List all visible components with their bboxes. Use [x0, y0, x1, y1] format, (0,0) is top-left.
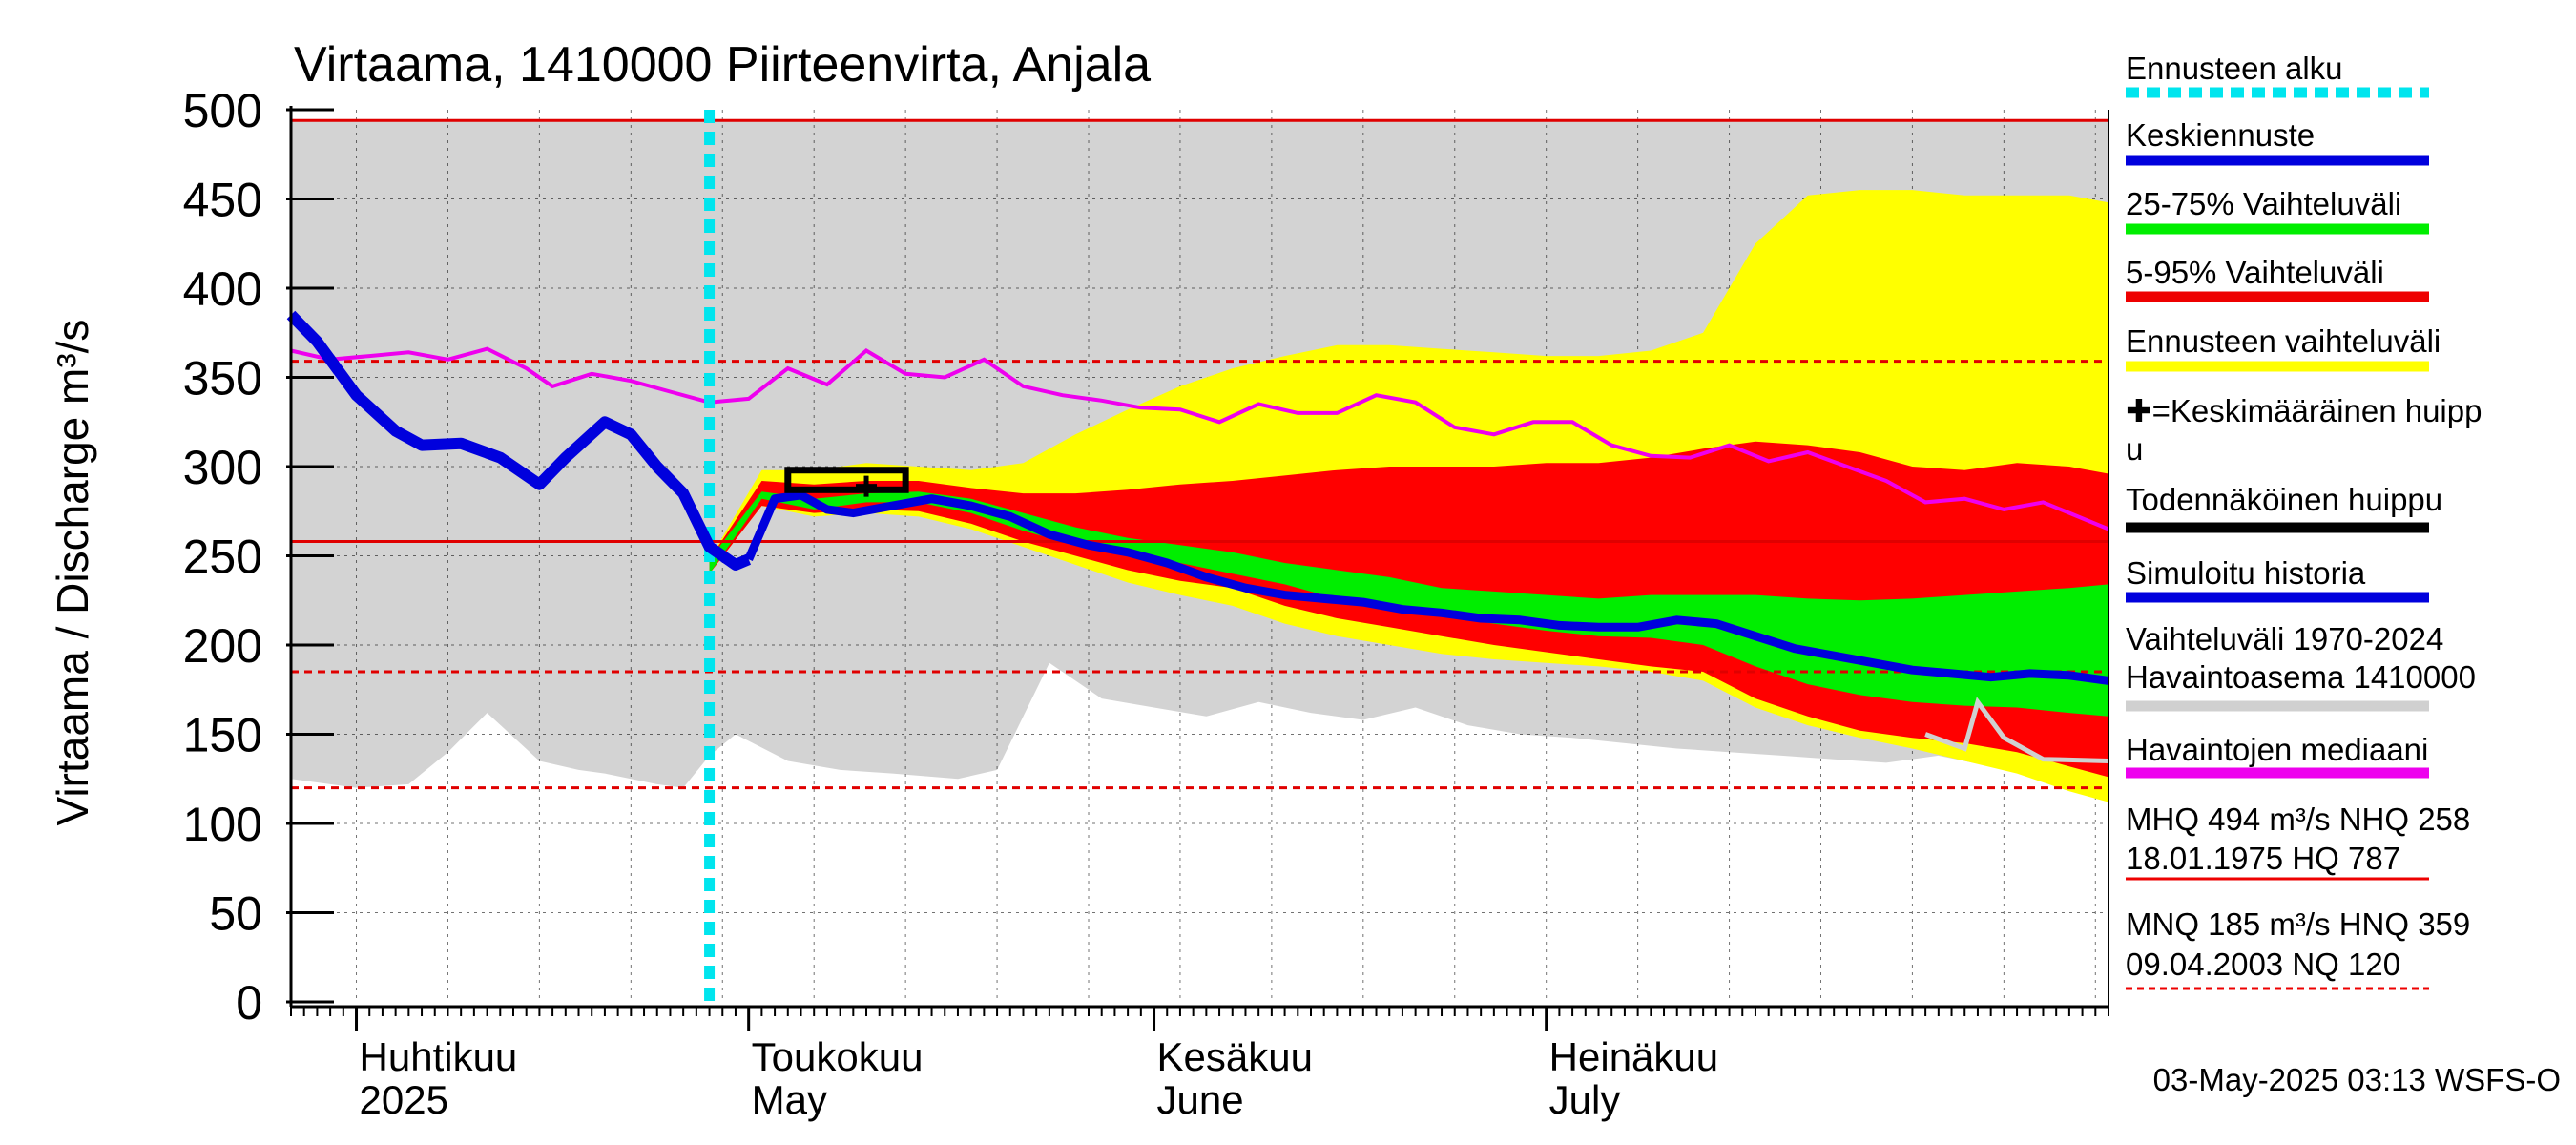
legend-label-line2: u	[2126, 431, 2143, 467]
legend-label-line2: 09.04.2003 NQ 120	[2126, 947, 2400, 982]
y-tick-label: 300	[183, 441, 262, 494]
legend-label: Keskiennuste	[2126, 117, 2315, 153]
x-month-sublabel: June	[1157, 1077, 1244, 1122]
probable-peak-box	[784, 467, 909, 493]
legend-label: Ennusteen alku	[2126, 51, 2343, 86]
y-tick-label: 400	[183, 262, 262, 316]
y-tick-label: 50	[209, 887, 262, 941]
x-month-label: Huhtikuu	[360, 1034, 518, 1079]
y-tick-label: 200	[183, 619, 262, 673]
y-tick-label: 100	[183, 798, 262, 851]
y-tick-label: 0	[236, 976, 262, 1030]
timestamp-label: 03-May-2025 03:13 WSFS-O	[2153, 1062, 2561, 1097]
y-tick-label: 450	[183, 174, 262, 227]
x-month-sublabel: May	[752, 1077, 827, 1122]
legend-label: Havaintojen mediaani	[2126, 732, 2428, 767]
x-month-sublabel: 2025	[360, 1077, 448, 1122]
y-tick-label: 500	[183, 84, 262, 137]
legend-label: ✚=Keskimääräinen huipp	[2126, 393, 2482, 428]
band-25-75	[709, 491, 2109, 717]
legend-label-line2: 18.01.1975 HQ 787	[2126, 841, 2400, 876]
y-tick-label: 350	[183, 352, 262, 406]
mean-forecast-line	[744, 490, 2109, 685]
legend-label: 5-95% Vaihteluväli	[2126, 255, 2384, 290]
x-month-label: Toukokuu	[752, 1034, 924, 1079]
mean-peak-marker	[856, 475, 878, 497]
y-tick-label: 250	[183, 531, 262, 584]
legend-label: Vaihteluväli 1970-2024	[2126, 621, 2443, 656]
y-axis-label: Virtaama / Discharge m³/s	[48, 320, 97, 826]
simulated-history-line	[286, 310, 752, 571]
legend-label: MHQ 494 m³/s NHQ 258	[2126, 802, 2470, 837]
median-line	[290, 346, 2109, 531]
x-month-label: Kesäkuu	[1157, 1034, 1313, 1079]
x-month-sublabel: July	[1549, 1077, 1621, 1122]
legend-label: 25-75% Vaihteluväli	[2126, 186, 2401, 221]
legend-label-line2: Havaintoasema 1410000	[2126, 659, 2476, 695]
legend-label: Ennusteen vaihteluväli	[2126, 323, 2441, 359]
observed-tail-line	[1924, 697, 2109, 763]
y-tick-label: 150	[183, 709, 262, 762]
legend-label: Simuloitu historia	[2126, 555, 2366, 591]
x-month-label: Heinäkuu	[1549, 1034, 1718, 1079]
legend-label: Todennäköinen huippu	[2126, 482, 2442, 517]
legend-label: MNQ 185 m³/s HNQ 359	[2126, 906, 2470, 942]
chart-title: Virtaama, 1410000 Piirteenvirta, Anjala	[294, 37, 1151, 93]
